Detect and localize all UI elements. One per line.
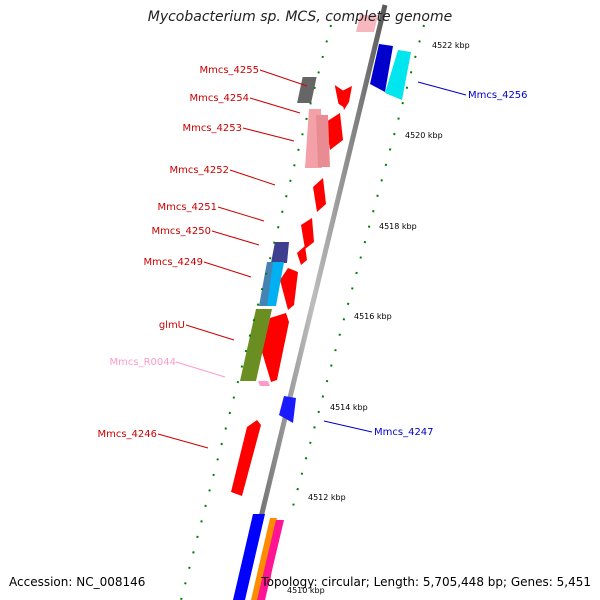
genome-summary: Topology: circular; Length: 5,705,448 bp… bbox=[261, 575, 591, 589]
callout-lines bbox=[157, 69, 467, 449]
gene-mmcs-4256-blue[interactable] bbox=[370, 44, 393, 92]
gene-mmcs-4251[interactable] bbox=[301, 218, 314, 249]
label-mmcs-r0044[interactable]: Mmcs_R0044 bbox=[110, 357, 176, 368]
gene-multicolor-1[interactable] bbox=[233, 514, 265, 600]
genome-backbone bbox=[238, 4, 388, 600]
label-mmcs-4249[interactable]: Mmcs_4249 bbox=[143, 257, 203, 268]
tick-label-4512: 4512 kbp bbox=[308, 493, 346, 502]
tick-label-4510: 4510 kbp bbox=[287, 586, 325, 595]
gene-mmcs-4249-cyan[interactable] bbox=[267, 262, 284, 306]
tick-label-4518: 4518 kbp bbox=[379, 222, 417, 231]
label-mmcs-4247[interactable]: Mmcs_4247 bbox=[374, 427, 434, 438]
label-mmcs-4250[interactable]: Mmcs_4250 bbox=[151, 226, 211, 237]
gene-mmcs-4250[interactable] bbox=[297, 246, 307, 265]
gene-pink-4253-b[interactable] bbox=[316, 115, 330, 167]
gene-multicolor-2[interactable] bbox=[251, 518, 277, 600]
gene-labels: Mmcs_4255 Mmcs_4254 Mmcs_4253 Mmcs_4252 … bbox=[97, 65, 527, 440]
gene-mmcs-4252[interactable] bbox=[313, 178, 326, 212]
gene-mmcs-4250-block[interactable] bbox=[271, 242, 289, 263]
reverse-strand-features bbox=[279, 44, 411, 423]
forward-strand-features bbox=[231, 82, 352, 582]
gene-mmcs-4256-cyan[interactable] bbox=[385, 50, 411, 100]
gene-mmcs-4253[interactable] bbox=[326, 113, 343, 150]
gene-top-pink[interactable] bbox=[356, 15, 378, 32]
gene-mmcs-4249[interactable] bbox=[280, 268, 298, 310]
label-mmcs-4254[interactable]: Mmcs_4254 bbox=[189, 93, 249, 104]
gene-mmcs-4247[interactable] bbox=[279, 396, 296, 423]
tick-label-4516: 4516 kbp bbox=[354, 312, 392, 321]
gene-glmu-block[interactable] bbox=[240, 309, 272, 381]
gene-mmcs-4254[interactable] bbox=[340, 86, 352, 110]
label-mmcs-4255[interactable]: Mmcs_4255 bbox=[199, 65, 259, 76]
gene-glmu[interactable] bbox=[262, 313, 289, 382]
tick-label-4522: 4522 kbp bbox=[432, 41, 470, 50]
label-mmcs-4252[interactable]: Mmcs_4252 bbox=[169, 165, 229, 176]
other-forward-features bbox=[233, 15, 378, 600]
label-mmcs-4256[interactable]: Mmcs_4256 bbox=[468, 90, 528, 101]
gene-multicolor-3[interactable] bbox=[257, 520, 284, 600]
gene-mmcs-4246[interactable] bbox=[231, 420, 261, 496]
accession-label: Accession: NC_008146 bbox=[9, 575, 146, 589]
page-title: Mycobacterium sp. MCS, complete genome bbox=[147, 9, 453, 25]
label-mmcs-4246[interactable]: Mmcs_4246 bbox=[97, 429, 157, 440]
coordinate-labels: 4522 kbp 4520 kbp 4518 kbp 4516 kbp 4514… bbox=[287, 41, 470, 595]
label-mmcs-4251[interactable]: Mmcs_4251 bbox=[157, 202, 217, 213]
label-glmu[interactable]: glmU bbox=[159, 320, 185, 331]
label-mmcs-4253[interactable]: Mmcs_4253 bbox=[182, 123, 242, 134]
tick-label-4520: 4520 kbp bbox=[405, 131, 443, 140]
gene-mmcs-r0044[interactable] bbox=[258, 381, 270, 386]
tick-label-4514: 4514 kbp bbox=[330, 403, 368, 412]
gene-mmcs-4255-block[interactable] bbox=[297, 77, 317, 103]
